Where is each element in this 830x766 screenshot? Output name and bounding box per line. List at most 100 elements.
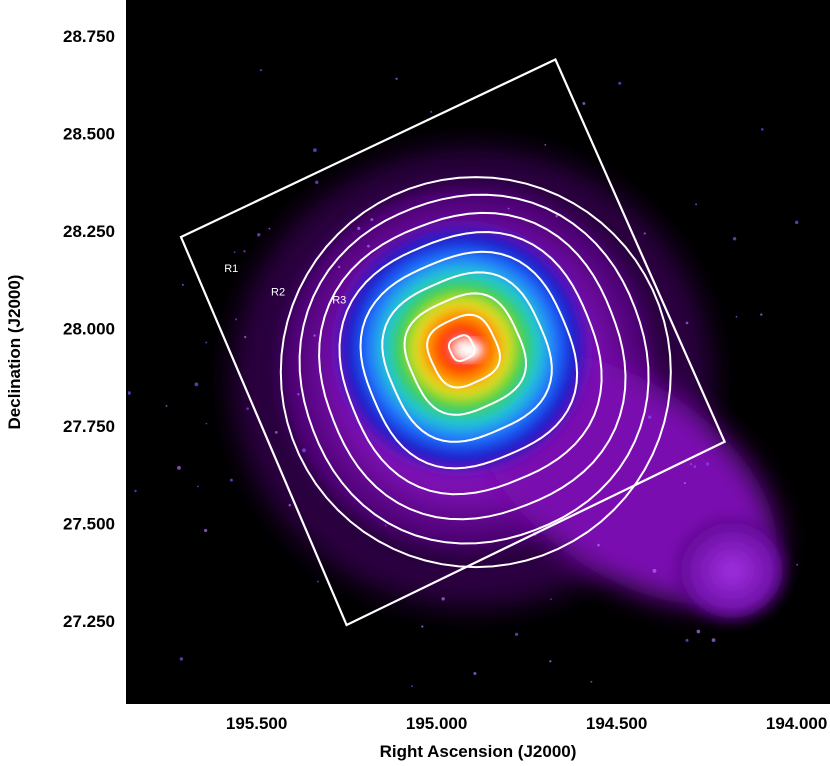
point-source: [243, 250, 246, 253]
point-source: [695, 203, 698, 206]
point-source: [315, 180, 319, 184]
field-box: [179, 58, 727, 627]
point-source: [643, 232, 646, 235]
contour-set: [279, 176, 672, 569]
y-tick-label: 28.750: [63, 27, 115, 46]
point-source: [732, 236, 737, 241]
point-source: [274, 430, 278, 434]
peak-emission: [455, 340, 484, 361]
point-source: [357, 226, 361, 230]
region-label-r3: R3: [332, 294, 346, 306]
point-source: [177, 466, 181, 470]
contour-level-5: [359, 250, 579, 470]
y-tick-label: 28.250: [63, 222, 115, 241]
point-source: [796, 563, 799, 566]
point-source: [395, 77, 398, 80]
x-tick-label: 195.500: [226, 714, 287, 733]
y-tick-label: 27.500: [63, 515, 115, 534]
point-source: [229, 478, 233, 482]
point-source: [555, 214, 558, 218]
point-source: [683, 482, 686, 485]
point-source: [618, 81, 622, 85]
point-source: [411, 685, 413, 688]
point-source: [367, 244, 370, 248]
region-label-r2: R2: [271, 286, 285, 298]
point-source: [760, 313, 763, 316]
point-source: [711, 638, 716, 643]
point-source: [760, 128, 764, 131]
point-source: [514, 632, 519, 637]
point-source: [735, 315, 738, 318]
point-source: [473, 672, 477, 675]
point-source: [550, 598, 552, 600]
point-source: [302, 448, 306, 453]
point-source: [590, 680, 593, 683]
region-labels: R1 R2 R3: [224, 263, 346, 306]
point-source: [689, 462, 693, 466]
point-source: [441, 597, 445, 601]
x-tick-label: 195.000: [406, 714, 467, 733]
x-axis-title: Right Ascension (J2000): [380, 742, 577, 761]
point-source: [165, 404, 168, 407]
point-source: [205, 341, 208, 344]
point-source: [288, 503, 292, 507]
contour-level-8: [298, 193, 650, 545]
axis-ticks: 195.500 195.000 194.500 194.000 28.750 28.500…: [63, 1, 829, 733]
point-source: [652, 568, 657, 573]
y-tick-label: 27.750: [63, 417, 115, 436]
point-source: [317, 580, 319, 583]
point-source: [582, 102, 586, 105]
point-source: [196, 485, 199, 488]
point-source: [243, 335, 247, 339]
point-source: [233, 251, 236, 254]
point-source: [297, 393, 300, 396]
point-source: [257, 233, 261, 237]
contour-level-2: [426, 313, 502, 389]
y-axis-title: Declination (J2000): [5, 275, 24, 430]
contour-level-7: [318, 211, 627, 521]
point-source: [194, 382, 199, 387]
extension-blob: [669, 512, 794, 629]
x-tick-label: 194.000: [766, 714, 827, 733]
point-source: [597, 543, 600, 547]
point-source: [507, 207, 510, 210]
point-source: [685, 321, 689, 325]
point-source: [648, 415, 652, 419]
point-source: [313, 148, 317, 152]
point-source: [384, 524, 387, 527]
point-source: [693, 465, 697, 469]
point-source: [205, 422, 208, 425]
x-tick-label: 194.500: [586, 714, 647, 733]
point-source: [549, 660, 552, 663]
point-source: [370, 218, 374, 222]
y-tick-label: 28.500: [63, 125, 115, 144]
point-source: [204, 528, 208, 533]
point-source: [235, 318, 238, 321]
point-source: [259, 69, 262, 72]
point-source: [313, 334, 316, 337]
point-source: [268, 227, 271, 230]
point-source: [179, 657, 184, 661]
contour-level-9: [279, 176, 672, 569]
region-label-r1: R1: [224, 263, 238, 275]
point-source: [127, 391, 131, 395]
point-source: [685, 638, 689, 642]
point-source: [705, 462, 710, 466]
point-source: [421, 625, 424, 628]
y-tick-label: 28.000: [63, 320, 115, 339]
point-source: [181, 283, 184, 286]
contour-level-4: [381, 271, 553, 443]
y-tick-label: 27.250: [63, 612, 115, 631]
point-source: [795, 220, 799, 225]
plot-frame: [126, 0, 830, 704]
point-source: [696, 629, 701, 634]
plot-area: R1 R2 R3: [127, 1, 829, 703]
point-source: [544, 143, 547, 146]
contour-level-6: [338, 230, 603, 496]
point-source: [246, 407, 249, 410]
point-source: [430, 110, 433, 113]
point-source: [134, 489, 137, 493]
point-source: [337, 265, 341, 269]
contour-level-3: [403, 292, 528, 416]
